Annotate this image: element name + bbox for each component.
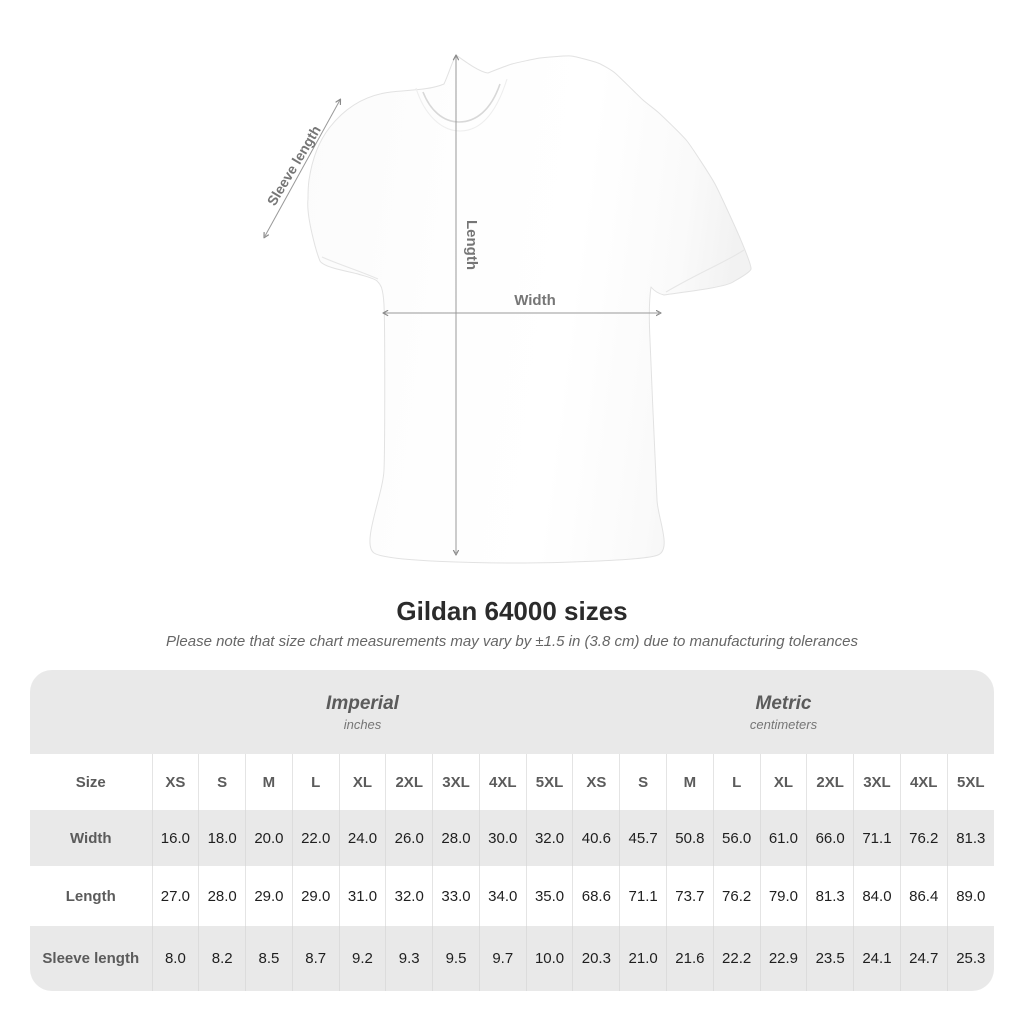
svg-text:Width: Width: [514, 292, 556, 309]
svg-text:Length: Length: [463, 220, 480, 270]
